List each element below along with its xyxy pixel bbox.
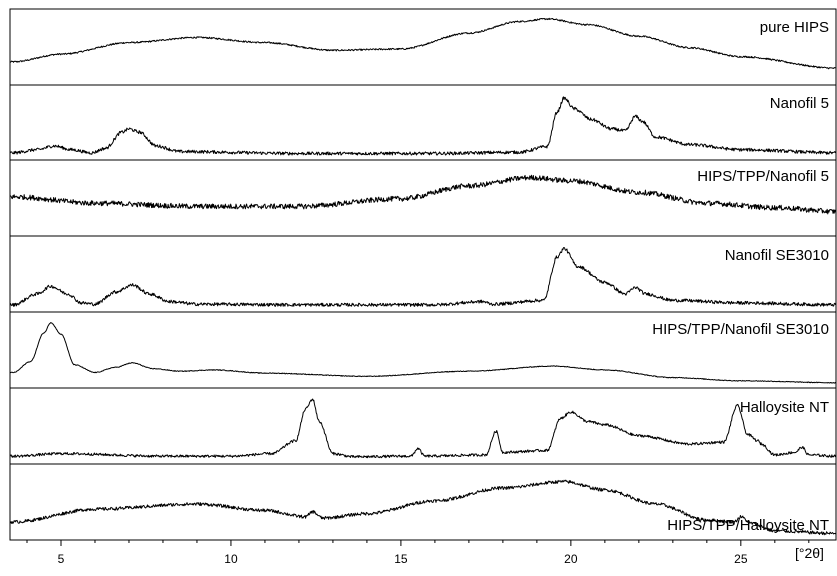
xrd-trace-2 — [9, 96, 837, 156]
x-tick-label-20: 20 — [564, 552, 578, 566]
panel-label-1: pure HIPS — [760, 19, 829, 36]
panel-label-2: Nanofil 5 — [770, 95, 829, 112]
xrd-trace-5 — [9, 322, 837, 384]
x-tick-label-25: 25 — [734, 552, 748, 566]
panel-label-4: Nanofil SE3010 — [725, 247, 829, 264]
xrd-trace-1 — [9, 17, 837, 70]
xrd-trace-4 — [9, 246, 837, 307]
panel-label-5: HIPS/TPP/Nanofil SE3010 — [652, 321, 829, 338]
xrd-trace-7 — [9, 479, 837, 536]
panel-label-3: HIPS/TPP/Nanofil 5 — [697, 168, 829, 185]
panel-label-6: Halloysite NT — [740, 399, 829, 416]
panel-label-7: HIPS/TPP/Halloysite NT — [667, 517, 829, 534]
x-tick-label-5: 5 — [58, 552, 65, 566]
panel-labels: pure HIPS Nanofil 5 HIPS/TPP/Nanofil 5 Nano… — [652, 19, 829, 534]
x-tick-label-15: 15 — [394, 552, 408, 566]
x-tick-label-10: 10 — [224, 552, 238, 566]
plot-frame — [9, 8, 837, 541]
x-axis-unit-label: [°2θ] — [795, 545, 824, 561]
x-axis-ticks: 5 10 15 20 25 — [26, 540, 810, 566]
xrd-trace-6 — [9, 398, 837, 459]
xrd-trace-3 — [9, 174, 837, 215]
xrd-traces — [9, 17, 837, 536]
plot-border — [9, 8, 837, 541]
